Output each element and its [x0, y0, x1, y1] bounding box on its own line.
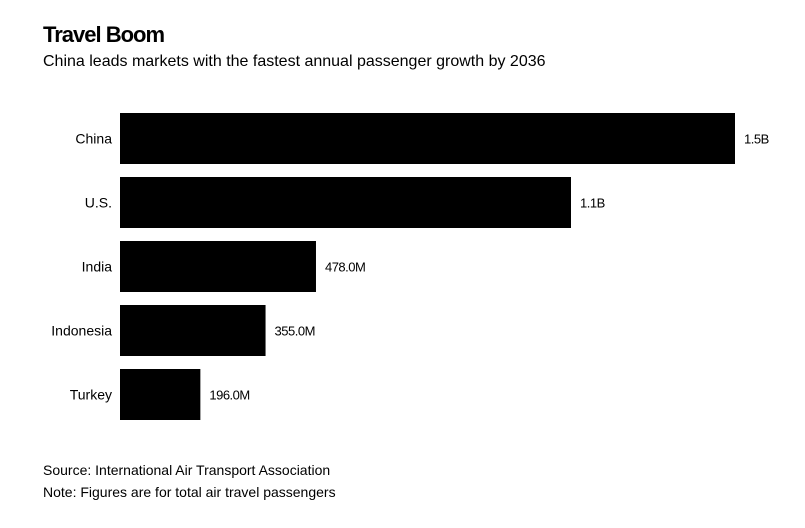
bar-turkey: [120, 369, 201, 420]
bar-india: [120, 241, 316, 292]
footnote: Note: Figures are for total air travel p…: [43, 484, 336, 500]
value-label: 1.1B: [580, 196, 605, 211]
category-label: China: [75, 131, 112, 147]
chart-title: Travel Boom: [43, 22, 165, 47]
value-label: 1.5B: [744, 132, 769, 147]
chart-subtitle: China leads markets with the fastest ann…: [43, 53, 546, 70]
category-label: Turkey: [70, 387, 112, 403]
value-label: 478.0M: [325, 260, 365, 275]
bars-group: China 1.5B U.S. 1.1B India 478.0M Indonesia 355…: [51, 113, 769, 420]
value-label: 355.0M: [275, 324, 315, 339]
category-label: Indonesia: [51, 323, 112, 339]
bar-us: [120, 177, 571, 228]
bar-china: [120, 113, 735, 164]
category-label: India: [82, 259, 113, 275]
category-label: U.S.: [85, 195, 112, 211]
bar-indonesia: [120, 305, 266, 356]
value-label: 196.0M: [209, 388, 249, 403]
source-note: Source: International Air Transport Asso…: [43, 462, 331, 478]
